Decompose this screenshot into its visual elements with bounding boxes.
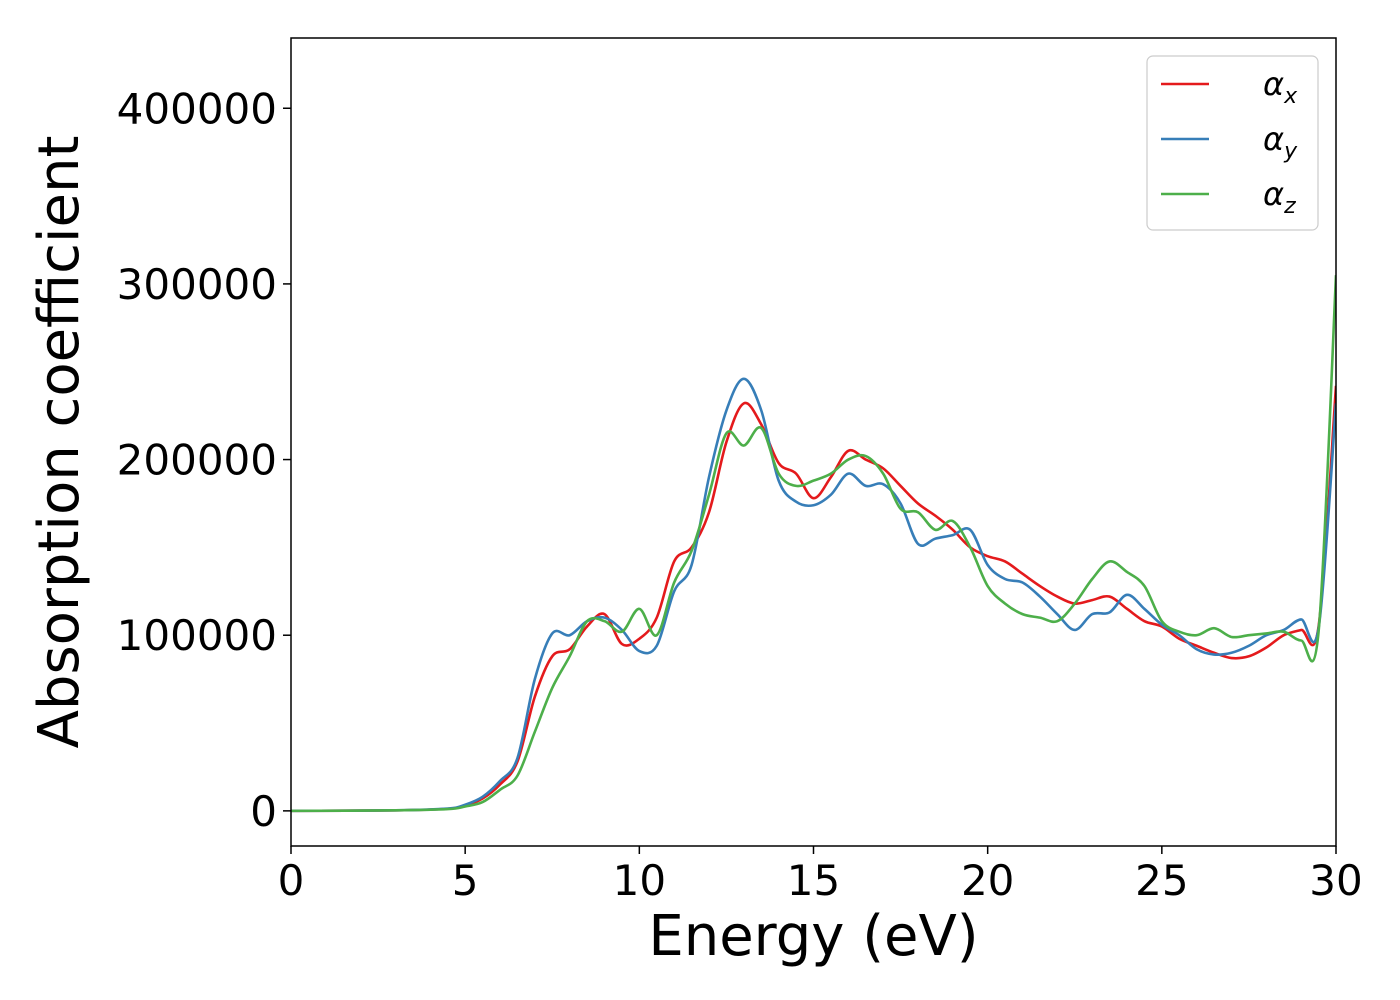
x-tick-label: 10 [613,856,666,905]
legend-label-symbol: α [1263,120,1284,158]
x-tick-label: 5 [452,856,479,905]
series-line-alpha-x [291,385,1336,813]
x-tick-label: 15 [787,856,840,905]
legend-label-y: αy [1263,120,1298,164]
legend-label-subscript: x [1283,84,1298,109]
x-tick-label: 30 [1309,856,1362,905]
y-tick-label: 400000 [117,84,277,133]
legend-label-subscript: y [1283,139,1298,164]
legend-label-z: αz [1263,175,1296,219]
y-tick-label: 100000 [117,611,277,660]
series-line-alpha-y [291,377,1336,813]
y-axis-ticks: 0 100000 200000 300000 400000 [117,84,291,836]
y-tick-label: 200000 [117,436,277,485]
x-tick-label: 20 [961,856,1014,905]
legend-label-x: αx [1263,65,1298,109]
x-axis-ticks: 0 5 10 15 20 25 30 [278,846,1363,905]
series-line-alpha-z [291,275,1336,813]
x-axis-title: Energy (eV) [648,904,978,969]
legend-box [1146,55,1319,231]
y-axis-title: Absorption coefficient [27,136,92,749]
x-tick-label: 25 [1135,856,1188,905]
legend-label-symbol: α [1263,65,1284,103]
y-tick-label: 0 [250,787,277,836]
series-layer [291,275,1336,813]
x-tick-label: 0 [278,856,305,905]
legend-label-symbol: α [1263,175,1284,213]
y-tick-label: 300000 [117,260,277,309]
legend-label-subscript: z [1283,194,1296,219]
